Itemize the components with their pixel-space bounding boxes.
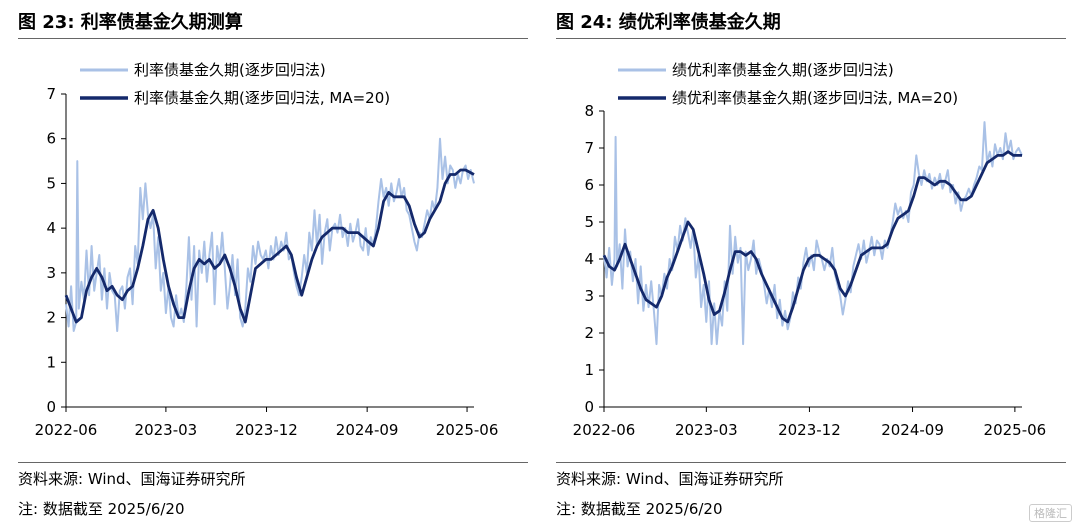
y-tick-label: 4 (584, 250, 594, 268)
title-divider (556, 38, 1066, 39)
chart-panel-top-fund-duration: 图 24: 绩优利率债基金久期 0 1 2 3 4 5 6 7 8 2022-06 2023-03 2… (556, 0, 1080, 528)
x-tick-label: 2025-06 (436, 421, 499, 439)
x-tick-label: 2025-06 (984, 421, 1047, 439)
legend-label: 绩优利率债基金久期(逐步回归法, MA=20) (672, 89, 958, 107)
y-tick-label: 3 (46, 264, 56, 282)
x-tick-label: 2022-06 (573, 421, 636, 439)
y-tick-label: 0 (584, 398, 594, 416)
chart-panel-duration-estimate: 图 23: 利率债基金久期测算 0 1 2 3 4 5 6 7 2022-06 2023-03 20… (18, 0, 548, 528)
source-note: 资料来源: Wind、国海证券研究所 (556, 470, 784, 488)
title-divider (18, 38, 528, 39)
footer-divider (18, 462, 528, 463)
legend-label: 利率债基金久期(逐步回归法, MA=20) (134, 89, 390, 107)
series-line-raw (603, 121, 1023, 346)
series-line-ma20 (602, 150, 1022, 324)
x-tick-label: 2023-12 (235, 421, 298, 439)
source-note: 资料来源: Wind、国海证券研究所 (18, 470, 246, 488)
x-tick-label: 2022-06 (35, 421, 98, 439)
y-tick-label: 5 (584, 213, 594, 231)
y-tick-label: 5 (46, 174, 56, 192)
figure-title: 图 23: 利率债基金久期测算 (18, 12, 243, 33)
legend-label: 绩优利率债基金久期(逐步回归法) (672, 61, 894, 79)
y-tick-label: 7 (584, 139, 594, 157)
y-tick-label: 2 (584, 324, 594, 342)
x-tick-label: 2024-09 (881, 421, 944, 439)
y-tick-label: 2 (46, 309, 56, 327)
y-tick-label: 6 (584, 176, 594, 194)
figure-title: 图 24: 绩优利率债基金久期 (556, 12, 781, 33)
footer-divider (556, 462, 1066, 463)
y-tick-label: 0 (46, 398, 56, 416)
series-line-raw (65, 137, 475, 332)
line-chart-duration-estimate: 0 1 2 3 4 5 6 7 2022-06 2023-03 2023-12 2024-09 2025… (35, 61, 499, 439)
line-chart-top-fund-duration: 0 1 2 3 4 5 6 7 8 2022-06 2023-03 2023-12 2024-09 202… (573, 61, 1047, 439)
y-tick-label: 1 (584, 361, 594, 379)
y-tick-label: 7 (46, 85, 56, 103)
y-tick-label: 8 (584, 102, 594, 120)
y-tick-label: 6 (46, 130, 56, 148)
y-tick-label: 1 (46, 353, 56, 371)
x-tick-label: 2023-03 (135, 421, 198, 439)
data-note: 注: 数据截至 2025/6/20 (556, 500, 723, 518)
y-tick-label: 4 (46, 219, 56, 237)
x-tick-label: 2023-12 (778, 421, 841, 439)
x-tick-label: 2023-03 (675, 421, 738, 439)
watermark-logo: 格隆汇 (1029, 504, 1072, 522)
x-tick-label: 2024-09 (336, 421, 399, 439)
series-line-ma20 (64, 168, 475, 324)
data-note: 注: 数据截至 2025/6/20 (18, 500, 185, 518)
y-tick-label: 3 (584, 287, 594, 305)
legend-label: 利率债基金久期(逐步回归法) (134, 61, 326, 79)
